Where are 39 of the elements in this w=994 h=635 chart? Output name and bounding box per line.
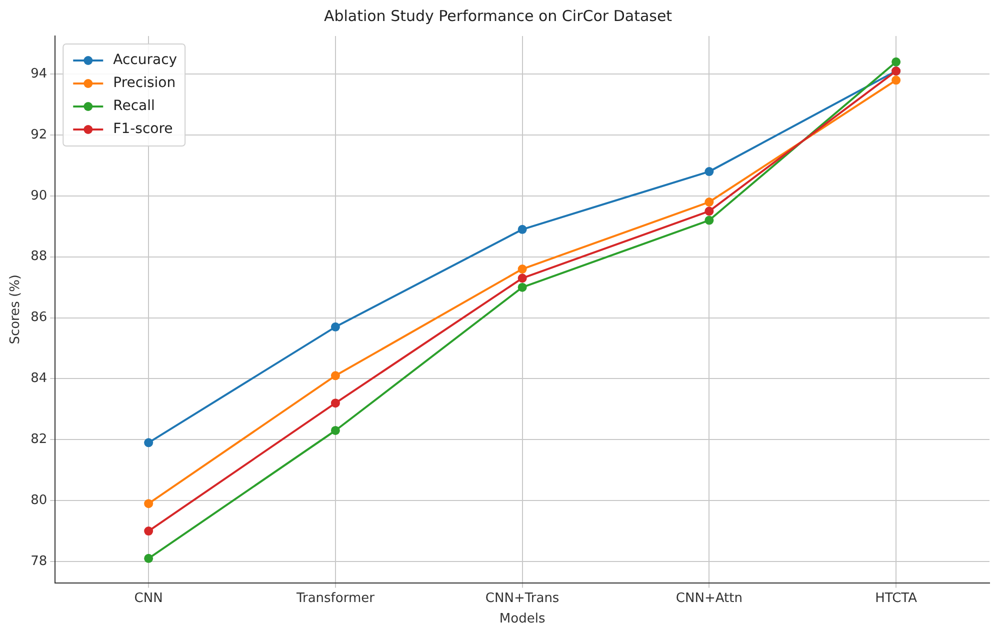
y-tick-label: 90 (30, 188, 48, 204)
legend-label: Recall (113, 98, 155, 114)
point (892, 76, 901, 85)
x-axis-title: Models (499, 612, 546, 627)
legend-label: Precision (113, 75, 176, 92)
point (144, 499, 154, 508)
point (704, 216, 714, 225)
y-axis-title: Scores (%) (8, 274, 24, 344)
y-tick-label: 94 (30, 66, 48, 82)
point (518, 274, 527, 283)
x-tick-label: CNN+Trans (485, 590, 560, 606)
x-tick-label: HTCTA (875, 590, 918, 606)
y-tick-label: 86 (30, 310, 48, 326)
point (518, 282, 527, 292)
y-tick-label: 84 (30, 371, 48, 386)
point (518, 264, 527, 274)
legend-label: Accuracy (113, 52, 178, 68)
point (330, 398, 340, 408)
point (704, 198, 714, 207)
point (144, 438, 154, 448)
legend-label: F1-score (113, 121, 173, 138)
x-tick-label: CNN+Attn (676, 590, 742, 606)
point (892, 57, 901, 66)
chart-title: Ablation Study Performance on CirCor Dataset (324, 6, 672, 25)
x-tick-label: CNN (134, 590, 163, 606)
y-tick-label: 82 (30, 432, 48, 447)
point (704, 167, 714, 176)
point (144, 554, 154, 563)
point (330, 426, 340, 435)
y-tick-label: 78 (30, 554, 48, 569)
y-tick-label: 80 (30, 492, 48, 508)
y-tick-label: 88 (30, 249, 48, 264)
point (330, 371, 340, 380)
point (704, 206, 714, 216)
point (330, 322, 340, 332)
x-tick-label: Transformer (295, 590, 376, 606)
y-tick-label: 92 (30, 127, 48, 142)
point (144, 526, 154, 536)
point (518, 224, 527, 234)
